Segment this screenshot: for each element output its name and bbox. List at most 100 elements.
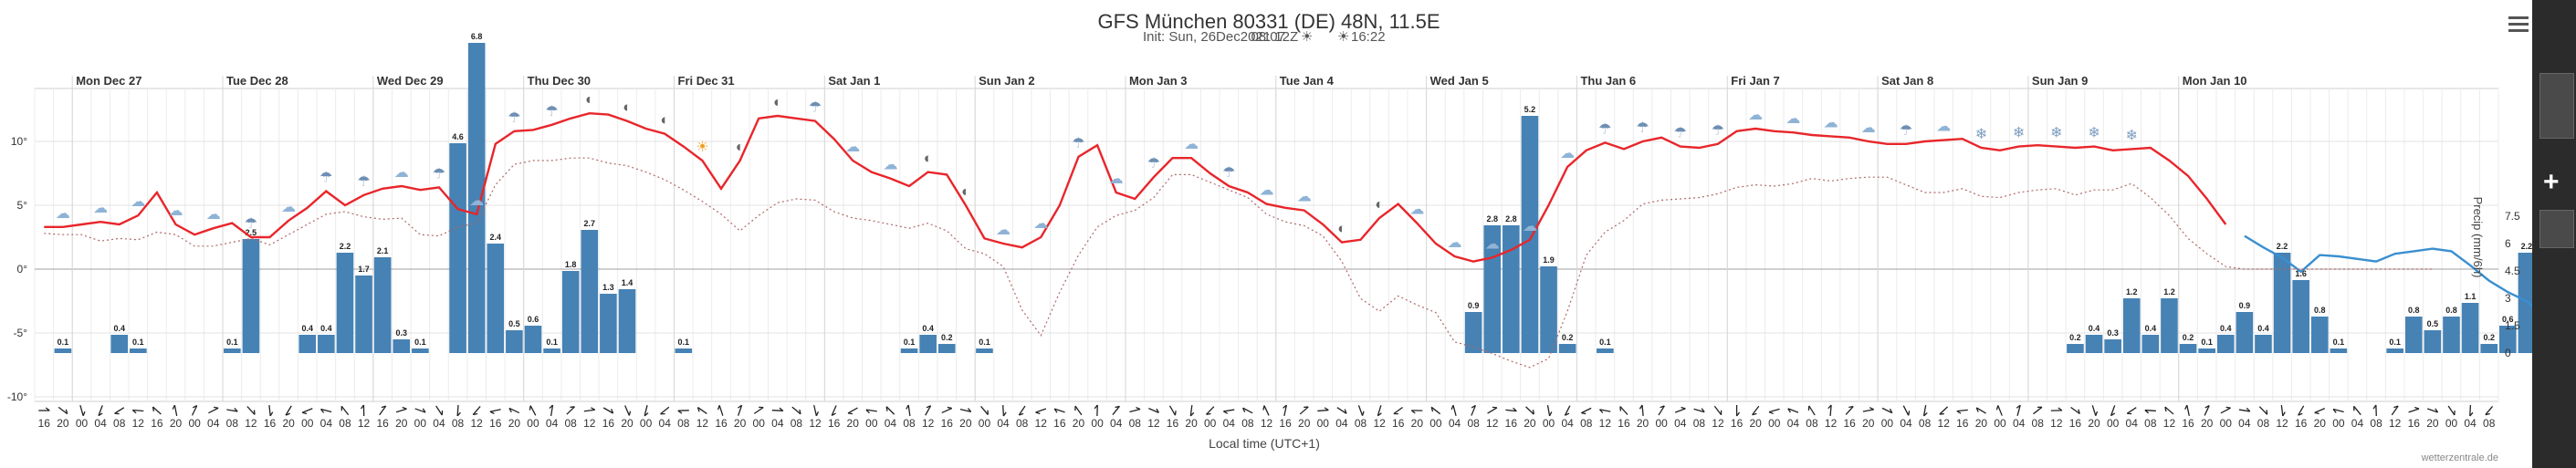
wind-arrow-icon — [2033, 406, 2043, 415]
precip-bar — [2198, 348, 2215, 353]
wind-arrow-head — [1660, 405, 1665, 409]
wind-arrow-shaft — [718, 405, 724, 416]
wind-arrow-icon — [1713, 405, 1723, 416]
precip-label: 0.6 — [2502, 315, 2514, 324]
wind-arrow-icon — [1317, 407, 1329, 412]
hamburger-menu-icon[interactable] — [2508, 16, 2529, 35]
wind-arrow-head — [2127, 412, 2132, 415]
hour-tick: 12 — [2163, 417, 2176, 430]
wind-arrow-shaft — [1787, 408, 1799, 413]
wind-arrow-shaft — [1074, 405, 1083, 416]
precip-bar — [355, 276, 372, 353]
y-axis-right: 7.5 6 4.5 3 1.5 0 — [2505, 210, 2520, 359]
wind-arrow-shaft — [2391, 405, 2399, 416]
y-tick-right: 6 — [2505, 237, 2511, 250]
wind-arrow-shaft — [644, 405, 648, 416]
wind-arrow-shaft — [320, 408, 332, 413]
wind-arrow-head — [1869, 407, 1874, 411]
wind-arrow-icon — [1902, 405, 1911, 416]
wind-arrow-shaft — [1641, 404, 1644, 417]
sunrise-time: 08:07 — [1251, 29, 1285, 45]
hour-tick: 16 — [602, 417, 615, 430]
cloud-rain-icon: ☂ — [357, 174, 370, 190]
wind-arrow-shaft — [1357, 405, 1364, 416]
precip-label: 0.4 — [2220, 324, 2232, 333]
wind-arrow-shaft — [1452, 405, 1457, 416]
wind-arrow-shaft — [2427, 408, 2438, 413]
wind-arrow-head — [302, 411, 308, 415]
cloud-icon: ☁ — [1260, 183, 1274, 199]
wind-arrow-shaft — [1168, 405, 1177, 416]
wind-arrow-icon — [941, 406, 952, 414]
hour-tick: 04 — [2013, 417, 2026, 430]
precip-bar — [561, 271, 580, 353]
cloud-icon: ☁ — [206, 207, 221, 223]
wind-arrow-shaft — [885, 406, 895, 415]
wind-arrow-icon — [2184, 404, 2190, 417]
wind-arrow-head — [2298, 412, 2303, 416]
hour-tick: 12 — [1712, 417, 1724, 430]
cloud-icon: ☁ — [56, 206, 70, 222]
wind-arrow-head — [2372, 404, 2377, 410]
hour-tick: 12 — [470, 417, 483, 430]
hour-tick: 12 — [358, 417, 371, 430]
wind-arrow-head — [1619, 406, 1622, 411]
cloud-icon: ☁ — [845, 140, 860, 155]
side-panel-box[interactable] — [2539, 73, 2574, 139]
plus-icon[interactable]: + — [2543, 167, 2560, 197]
hour-tick: 08 — [2032, 417, 2045, 430]
wind-arrow-icon — [813, 405, 819, 417]
precip-label: 0.1 — [58, 338, 69, 347]
sun-icon: ☀ — [696, 140, 708, 155]
wind-arrow-icon — [1487, 406, 1498, 414]
wind-arrow-icon — [2391, 405, 2399, 416]
hour-tick: 08 — [113, 417, 126, 430]
wind-arrow-icon — [865, 409, 877, 414]
wind-arrow-head — [456, 411, 461, 417]
cloud-icon: ☁ — [1785, 111, 1800, 127]
wind-arrow-icon — [906, 404, 911, 417]
side-panel-box[interactable] — [2539, 210, 2574, 248]
day-label: Thu Dec 30 — [528, 74, 591, 88]
wind-arrow-head — [489, 411, 495, 414]
wind-arrow-shaft — [2408, 408, 2420, 413]
y-tick-right: 3 — [2505, 292, 2511, 305]
wind-arrow-head — [1598, 409, 1604, 413]
wind-arrow-head — [2164, 406, 2167, 412]
wind-arrow-head — [1787, 408, 1791, 413]
wind-arrow-shaft — [226, 409, 238, 412]
wind-arrow-shaft — [2164, 406, 2174, 415]
cloud-rain-icon: ☂ — [1072, 136, 1084, 151]
hour-tick: 04 — [771, 417, 784, 430]
wind-arrow-head — [987, 410, 989, 415]
wind-arrow-icon — [79, 405, 86, 416]
day-label: Thu Jan 6 — [1580, 74, 1636, 88]
wind-arrow-shaft — [1939, 406, 1949, 415]
hour-tick: 16 — [489, 417, 502, 430]
precip-bars: 0.1 0.4 0.1 0.1 2.5 0.4 0.4 2.2 1.7 2.1 0.3 0.1 4.6 6… — [54, 32, 2576, 353]
precip-bar — [1464, 312, 1482, 353]
precip-label: 0.4 — [922, 324, 934, 333]
precip-bar — [2480, 344, 2497, 353]
hour-tick: 12 — [1373, 417, 1386, 430]
wind-arrow-icon — [1035, 408, 1047, 415]
wind-arrow-icon — [2070, 406, 2080, 415]
wind-arrow-shaft — [1223, 409, 1235, 412]
wind-arrow-icon — [1735, 405, 1741, 417]
wind-arrow-shaft — [2033, 406, 2043, 415]
wind-arrow-icon — [566, 406, 575, 415]
wind-arrow-shaft — [414, 408, 426, 413]
wind-arrow-shaft — [925, 405, 932, 416]
wind-arrow-shaft — [2485, 405, 2494, 416]
precip-label: 0.1 — [546, 338, 558, 347]
wind-arrow-shaft — [285, 405, 292, 416]
precip-bar — [524, 326, 542, 353]
wind-arrow-icon — [2408, 406, 2420, 413]
wind-arrow-icon — [1206, 406, 1215, 415]
wind-arrow-shaft — [566, 406, 575, 415]
wind-arrow-shaft — [813, 405, 818, 416]
hour-tick: 00 — [1091, 417, 1104, 430]
precip-bar — [2179, 344, 2197, 353]
wind-arrow-shaft — [1263, 405, 1270, 416]
wind-arrow-icon — [360, 404, 365, 417]
